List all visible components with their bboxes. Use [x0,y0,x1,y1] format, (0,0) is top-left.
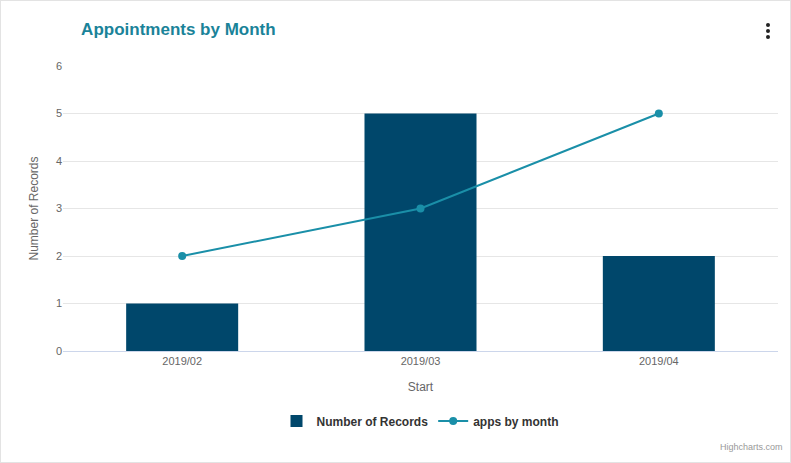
svg-text:2019/02: 2019/02 [162,355,202,367]
svg-text:3: 3 [56,202,62,214]
svg-text:Start: Start [408,380,434,394]
svg-text:Highcharts.com: Highcharts.com [720,442,783,452]
svg-text:6: 6 [56,60,62,72]
svg-text:1: 1 [56,297,62,309]
svg-text:0: 0 [56,345,62,357]
svg-text:2: 2 [56,250,62,262]
svg-text:2019/03: 2019/03 [401,355,441,367]
svg-text:2019/04: 2019/04 [639,355,679,367]
svg-text:5: 5 [56,107,62,119]
svg-text:Number of Records: Number of Records [317,415,429,429]
svg-text:Appointments by Month: Appointments by Month [81,20,276,39]
svg-text:Number of Records: Number of Records [27,156,41,260]
svg-text:4: 4 [56,155,62,167]
svg-text:apps by month: apps by month [473,415,558,429]
